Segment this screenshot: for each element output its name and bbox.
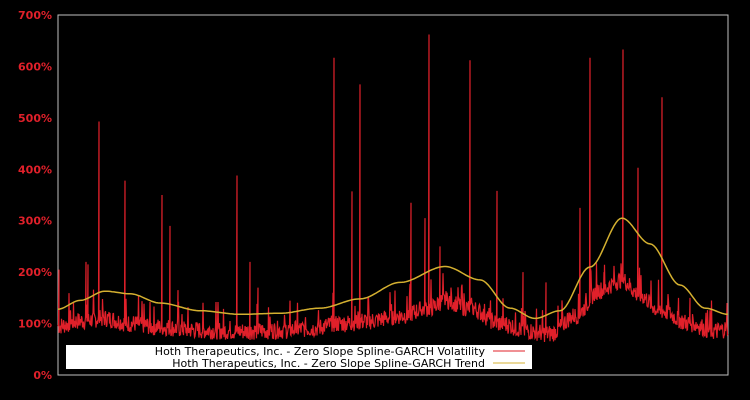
y-tick-label: 500% xyxy=(18,112,52,125)
legend-label-volatility: Hoth Therapeutics, Inc. - Zero Slope Spl… xyxy=(155,345,486,358)
y-tick-label: 100% xyxy=(18,318,52,331)
legend-box xyxy=(66,345,532,369)
legend: Hoth Therapeutics, Inc. - Zero Slope Spl… xyxy=(66,345,532,370)
trend-line xyxy=(57,217,729,320)
y-tick-label: 600% xyxy=(18,60,52,73)
legend-label-trend: Hoth Therapeutics, Inc. - Zero Slope Spl… xyxy=(172,357,485,370)
y-tick-label: 400% xyxy=(18,163,52,176)
y-tick-label: 700% xyxy=(18,9,52,22)
y-tick-label: 200% xyxy=(18,266,52,279)
y-tick-label: 300% xyxy=(18,215,52,228)
y-axis-ticks: 0% 100% 200% 300% 400% 500% 600% 700% xyxy=(18,9,52,382)
volatility-line xyxy=(57,34,729,343)
y-tick-label: 0% xyxy=(33,369,52,382)
